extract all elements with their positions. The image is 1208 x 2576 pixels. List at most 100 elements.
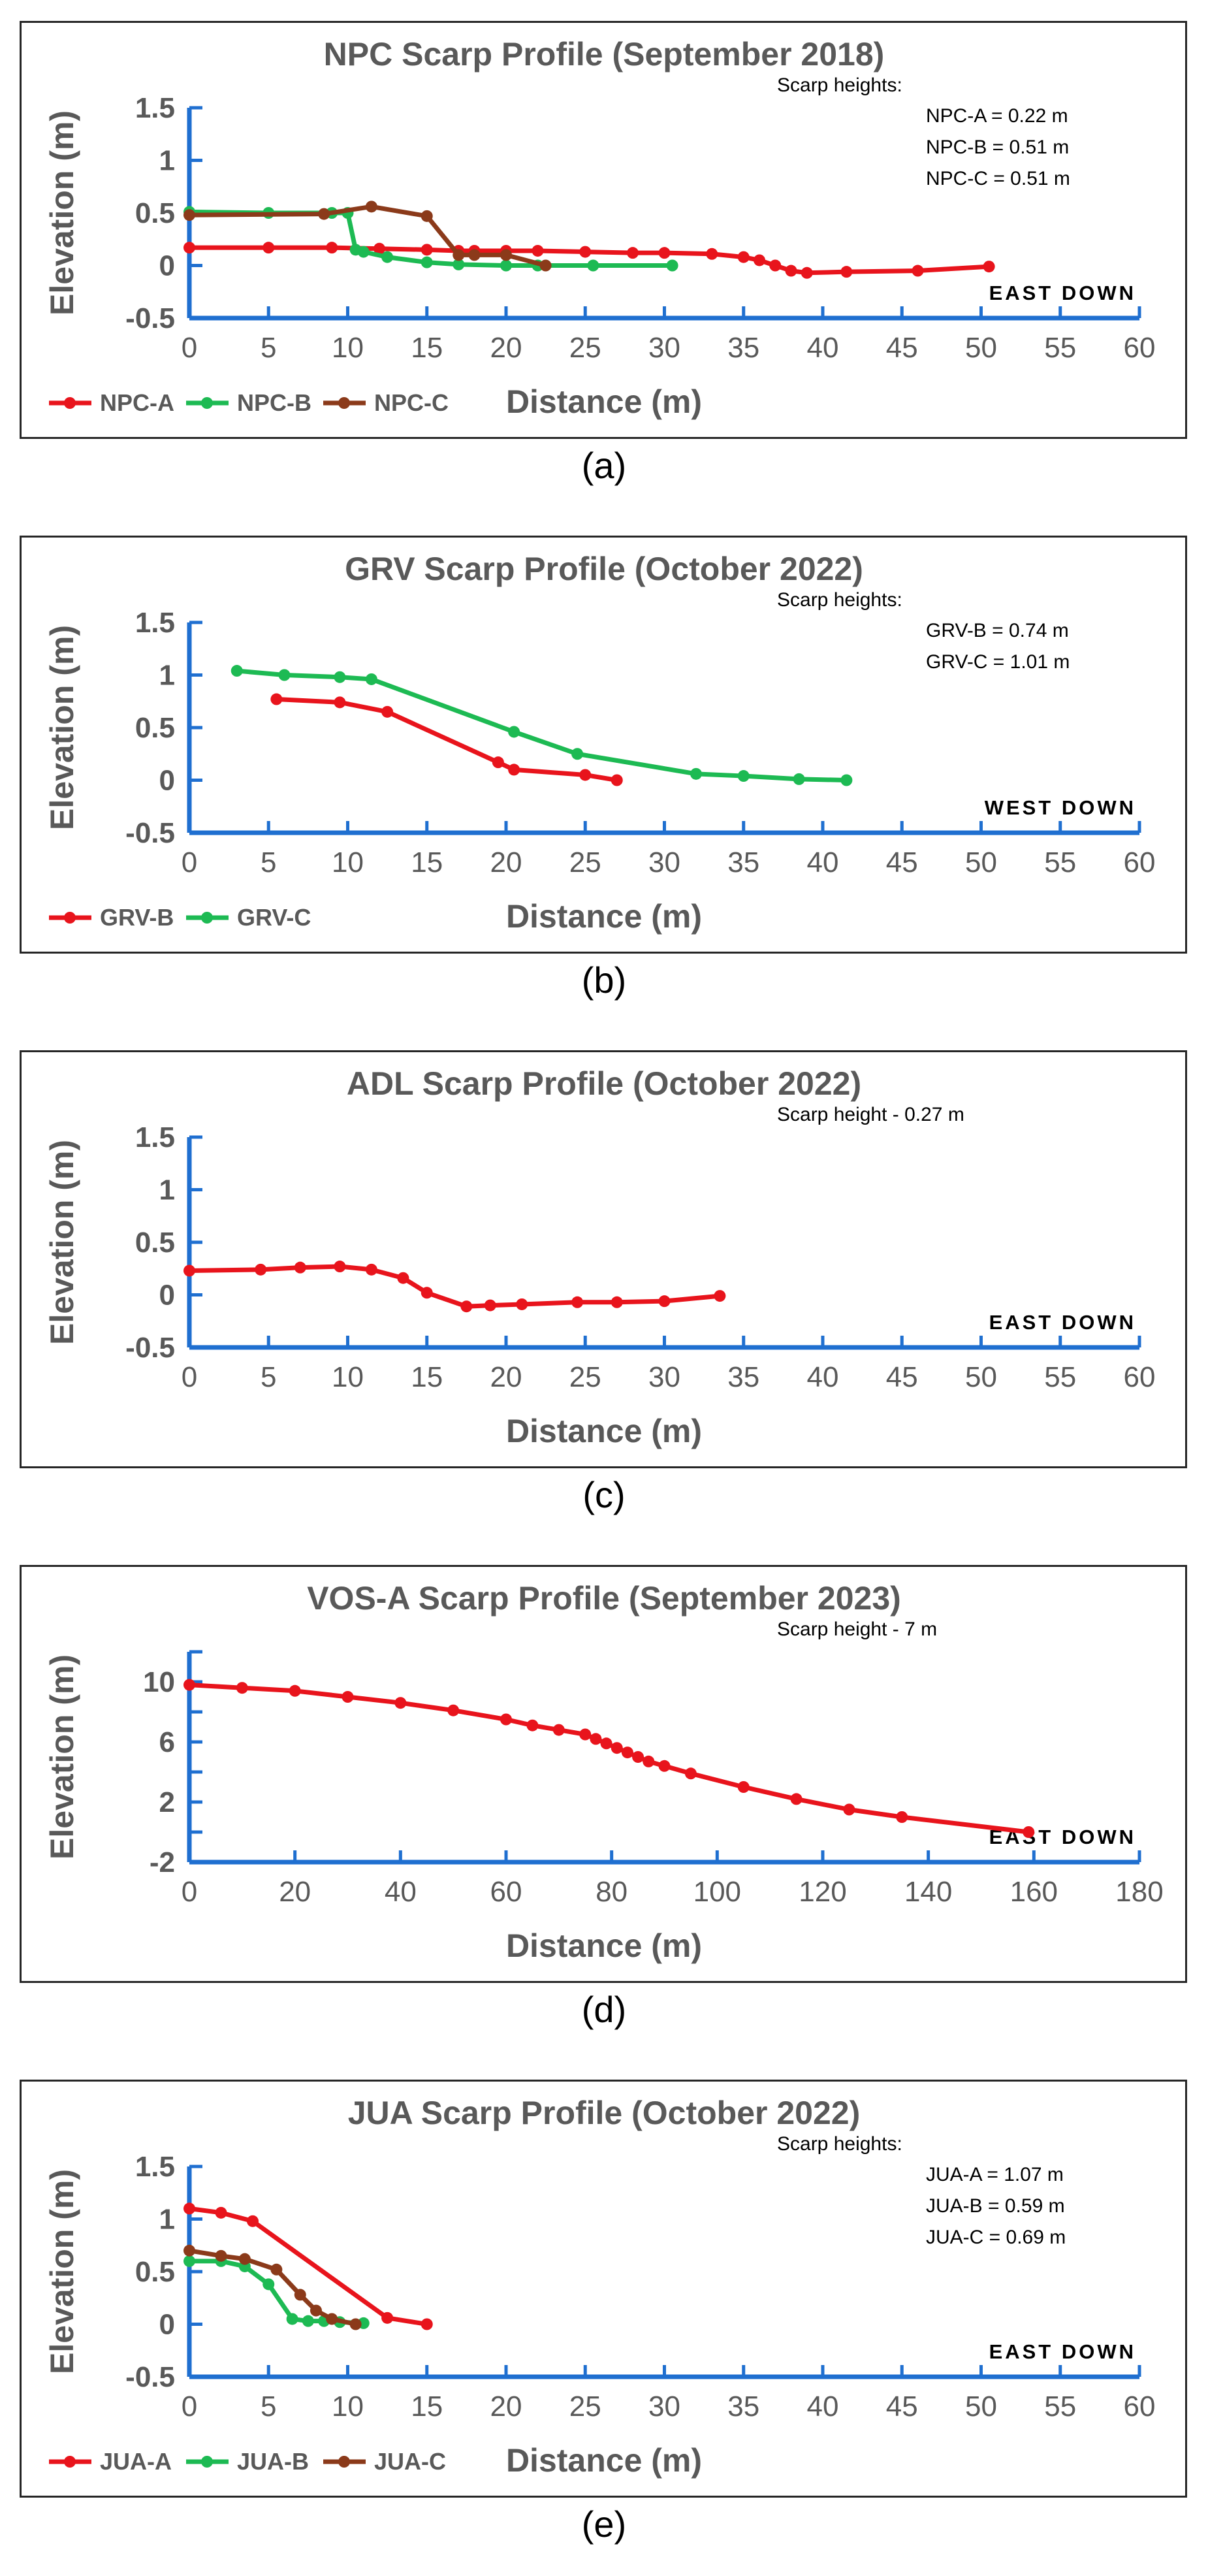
panel-e-series-jua-b-point [302,2315,314,2327]
panel-a-xtick-label: 5 [261,332,276,364]
panel-d-series-vos-a-point [447,1704,460,1716]
panel-a-series-npc-a-point [840,266,853,278]
panel-c-series-adl-point [658,1295,671,1308]
panel-d-series-vos-a-point [1023,1826,1035,1838]
panel-e-series-jua-c-point [215,2249,227,2262]
panel-d-series-vos-a-point [632,1751,644,1763]
panel-c-series-adl-point [611,1296,623,1308]
panel-d-annotation-heading: Scarp height - 7 m [777,1618,937,1640]
panel-d-series-vos-a-point [236,1682,248,1694]
panel-a-series-npc-a-point [754,254,765,266]
panel-c-frame [20,1050,1187,1468]
panel-b-caption: (b) [581,959,627,1001]
panel-b-annotation-line: GRV-C = 1.01 m [926,651,1070,673]
panel-b-series-grv-c-point [334,671,346,683]
panel-b-series-grv-b-point [579,769,592,781]
panel-e-caption: (e) [581,2504,627,2545]
panel-d-series-vos-a-point [611,1742,623,1754]
panel-c-series-adl-point [334,1261,346,1273]
panel-a-ytick-label: 1.5 [135,92,175,124]
panel-d-series-vos-a-point [500,1713,512,1726]
panel-b-ytick-label: -0.5 [125,817,175,849]
panel-a-xtick-label: 60 [1124,332,1156,364]
panel-c-series-adl-point [460,1300,473,1313]
panel-b-series-grv-c-point [508,726,520,738]
panel-c-series-adl-point [397,1272,409,1284]
panel-b-legend-label: GRV-B [100,904,174,931]
panel-a-legend-label: NPC-A [100,389,174,416]
panel-b-title: GRV Scarp Profile (October 2022) [345,551,863,587]
panel-e-series-jua-c-point [183,2244,195,2257]
panel-e-x-axis-title: Distance (m) [506,2442,702,2479]
panel-b-ytick-label: 0.5 [135,712,175,744]
panel-d-series-vos-a-point [643,1755,655,1767]
panel-a-series-npc-a-point [374,242,385,255]
panel-e-xtick-label: 55 [1044,2391,1076,2423]
panel-d-series-vos-a-point [658,1760,671,1772]
panel-d-series-vos-a-point [684,1767,697,1780]
panel-a-series-npc-b-point [587,259,599,272]
panel-a-title: NPC Scarp Profile (September 2018) [324,36,885,72]
panel-b-series-grv-c-point [737,770,750,782]
panel-c-series-adl-point [571,1296,584,1308]
panel-e-legend-label: JUA-A [100,2448,172,2475]
panel-e-xtick-label: 15 [411,2391,443,2423]
panel-d-ytick-label: -2 [150,1846,175,1878]
panel-a-series-npc-a-point [262,242,275,254]
panel-a-annotation-line: NPC-A = 0.22 m [926,105,1068,127]
panel-a-series-npc-a-point [532,244,544,257]
panel-b-xtick-label: 5 [261,846,276,878]
panel-a-xtick-label: 25 [569,332,601,364]
panel-b-annotation-heading: Scarp heights: [777,589,902,611]
panel-c-xtick-label: 15 [411,1361,443,1393]
panel-a-series-npc-c-point [183,209,195,221]
panel-b-xtick-label: 25 [569,846,601,878]
panel-e-series-jua-c-point [326,2313,338,2325]
panel-e-legend-label: JUA-B [237,2448,309,2475]
panel-a-series-npc-b-point [666,259,678,272]
panel-e-series-jua-a-line [189,2206,428,2326]
panel-a-caption: (a) [581,445,627,486]
panel-c-xtick-label: 50 [965,1361,997,1393]
panel-d-series-vos-a-point [737,1781,750,1793]
panel-a-series-npc-c-point [468,249,481,261]
panel-e-xtick-label: 45 [886,2391,918,2423]
panel-e-xtick-label: 50 [965,2391,997,2423]
panel-d-ytick-label: 2 [159,1786,175,1818]
panel-e-title: JUA Scarp Profile (October 2022) [348,2095,861,2131]
panel-b-series-grv-c-point [230,665,243,677]
panel-b-xtick-label: 30 [648,846,680,878]
panel-d-series-vos-a-point [790,1793,803,1805]
panel-c-ytick-label: 1 [159,1174,175,1206]
panel-d-caption: (d) [581,1989,627,2030]
panel-b-series-grv-b-point [334,696,346,709]
panel-d-xtick-label: 180 [1115,1876,1163,1908]
panel-b-xtick-label: 45 [886,846,918,878]
panel-a-y-axis-title: Elevation (m) [44,110,80,315]
panel-a-series-npc-a-point [706,248,718,260]
panel-e-legend-marker [64,2456,76,2468]
panel-c-xtick-label: 30 [648,1361,680,1393]
panel-a-series-npc-c-point [539,259,552,272]
panel-c-xtick-label: 5 [261,1361,276,1393]
panel-e-frame [20,2080,1187,2498]
panel-a-series-npc-a-point [579,246,592,258]
panel-d-ytick-label: 6 [159,1726,175,1758]
panel-a-series-npc-b-point [357,246,370,258]
panel-b-series-grv-c-line [236,668,847,782]
panel-e-series-jua-a-point [421,2318,433,2330]
panel-a-series-npc-c-line [189,204,547,268]
panel-e-series-jua-c-point [270,2263,283,2276]
panel-a-xtick-label: 10 [332,332,364,364]
panel-c-series-adl-point [255,1263,267,1276]
panel-e-xtick-label: 35 [727,2391,759,2423]
panel-d-series-vos-a-point [896,1811,908,1823]
panel-a-series-npc-a-point [737,251,750,263]
panel-c-xtick-label: 0 [182,1361,197,1393]
panel-e-series-jua-a-point [381,2311,394,2324]
panel-b-xtick-label: 50 [965,846,997,878]
panel-d-xtick-label: 60 [490,1876,522,1908]
panel-a-xtick-label: 30 [648,332,680,364]
panel-d-xtick-label: 0 [182,1876,197,1908]
panel-c-series-adl-point [714,1290,726,1302]
